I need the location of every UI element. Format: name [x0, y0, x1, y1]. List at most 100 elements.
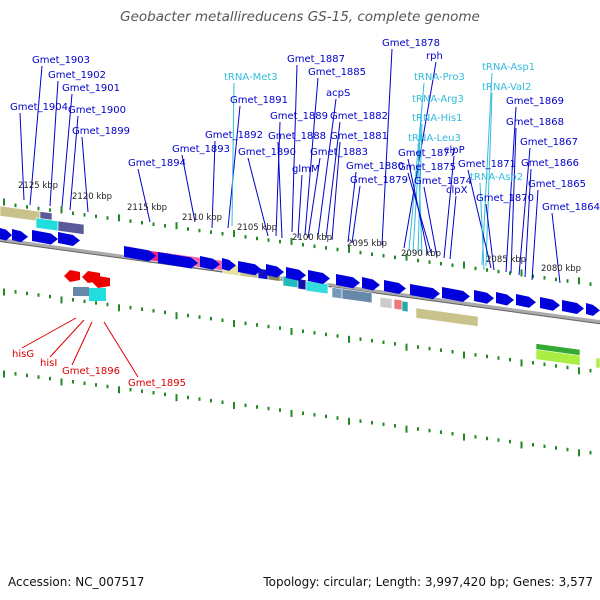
leader-line: [19, 112, 25, 201]
feature-label: Gmet_1899: [72, 126, 130, 137]
leader-line: [69, 115, 79, 211]
forward-gene-arrow: [308, 270, 330, 285]
leader-line: [317, 98, 337, 237]
leader-line: [49, 80, 59, 207]
feature-label: Gmet_1881: [330, 131, 388, 142]
leader-line: [275, 121, 281, 237]
feature-label: Gmet_1880: [346, 161, 404, 172]
feature-label: Gmet_1867: [520, 137, 578, 148]
leader-line: [291, 64, 298, 233]
leader-line: [21, 317, 77, 349]
leader-line: [524, 168, 532, 278]
feature-label: clpP: [444, 145, 465, 156]
forward-gene-arrow: [384, 280, 406, 295]
leader-line: [510, 127, 517, 274]
leader-line: [551, 212, 561, 284]
leader-line: [71, 321, 93, 366]
feature-label: Gmet_1892: [205, 130, 263, 141]
leader-line: [331, 141, 341, 241]
feature-label: tRNA-Pro3: [414, 72, 465, 83]
scale-label: 2095 kbp: [347, 239, 387, 249]
feature-label: tRNA-Asp1: [482, 62, 535, 73]
feature-label: Gmet_1875: [398, 162, 456, 173]
map-title: Geobacter metallireducens GS-15, complet…: [120, 9, 480, 25]
label-leader-lines: [19, 48, 561, 378]
feature-tracks: [0, 205, 600, 369]
feature-label-reverse: hisG: [12, 349, 34, 360]
leader-line: [505, 106, 517, 273]
forward-gene-arrow: [266, 264, 284, 278]
forward-gene-arrow: [516, 294, 536, 308]
accession-text: Accession: NC_007517: [8, 575, 145, 589]
feature-block: [57, 220, 85, 235]
forward-gene-arrow: [540, 297, 560, 311]
feature-label: tRNA-Val2: [482, 82, 531, 93]
leader-line: [29, 65, 43, 206]
forward-gene-arrow: [0, 228, 12, 241]
leader-line: [307, 157, 321, 239]
feature-label: Gmet_1869: [506, 96, 564, 107]
forward-gene-arrow: [12, 229, 28, 243]
feature-label: Gmet_1883: [310, 147, 368, 158]
feature-label: glmM: [292, 164, 320, 175]
feature-block: [0, 205, 41, 222]
leader-line: [443, 155, 455, 259]
feature-label: Gmet_1900: [68, 105, 126, 116]
leader-line: [423, 186, 438, 258]
leader-line: [227, 105, 241, 229]
feature-label: Gmet_1874: [414, 176, 472, 187]
reverse-gene-arrow: [64, 270, 80, 282]
leader-line: [481, 72, 493, 266]
feature-block: [379, 296, 393, 310]
feature-label: tRNA-His1: [412, 113, 462, 124]
feature-label: Gmet_1903: [32, 55, 90, 66]
feature-block: [73, 287, 89, 296]
leader-line: [297, 174, 303, 239]
feature-label: tRNA-Arg3: [412, 94, 464, 105]
feature-label: Gmet_1885: [308, 67, 366, 78]
leader-line: [49, 319, 85, 358]
leader-line: [412, 104, 423, 253]
feature-label: Gmet_1864: [542, 202, 600, 213]
scale-label: 2080 kbp: [541, 264, 581, 274]
feature-block: [595, 357, 600, 369]
forward-gene-arrow: [410, 284, 440, 300]
leader-line: [103, 321, 139, 378]
feature-block: [331, 287, 343, 300]
leader-line: [231, 82, 235, 227]
feature-label: Gmet_1888: [268, 131, 326, 142]
forward-gene-arrow: [562, 300, 584, 315]
forward-gene-arrow: [442, 287, 470, 302]
feature-label: acpS: [326, 88, 350, 99]
feature-label: Gmet_1868: [506, 117, 564, 128]
leader-line: [417, 143, 423, 256]
feature-label: tRNA-Leu3: [408, 133, 461, 144]
feature-label: Gmet_1891: [230, 95, 288, 106]
leader-line: [247, 157, 269, 237]
forward-gene-arrow: [158, 252, 198, 269]
leader-line: [407, 172, 433, 257]
leader-line: [325, 121, 341, 239]
forward-gene-arrow: [58, 232, 80, 247]
feature-label: Gmet_1889: [270, 111, 328, 122]
forward-gene-arrow: [200, 256, 220, 270]
feature-block: [415, 307, 479, 327]
feature-label: Gmet_1904: [10, 102, 68, 113]
feature-label: tRNA-Asp2: [470, 172, 523, 183]
scale-label: 2090 kbp: [401, 249, 441, 259]
leader-line: [81, 136, 89, 213]
forward-gene-arrow: [474, 290, 494, 304]
forward-gene-arrow: [222, 258, 236, 271]
feature-block: [535, 349, 581, 366]
feature-label: clpX: [446, 185, 468, 196]
forward-gene-arrow: [124, 246, 156, 262]
feature-label: rph: [426, 51, 443, 62]
feature-block: [401, 300, 409, 313]
scale-label: 2115 kbp: [127, 203, 167, 213]
scale-labels: 2125 kbp 2120 kbp 2115 kbp 2110 kbp 2105 kbp…: [18, 181, 581, 274]
feature-label: Gmet_1882: [330, 111, 388, 122]
scale-label: 2085 kbp: [486, 255, 526, 265]
feature-block: [341, 288, 373, 304]
